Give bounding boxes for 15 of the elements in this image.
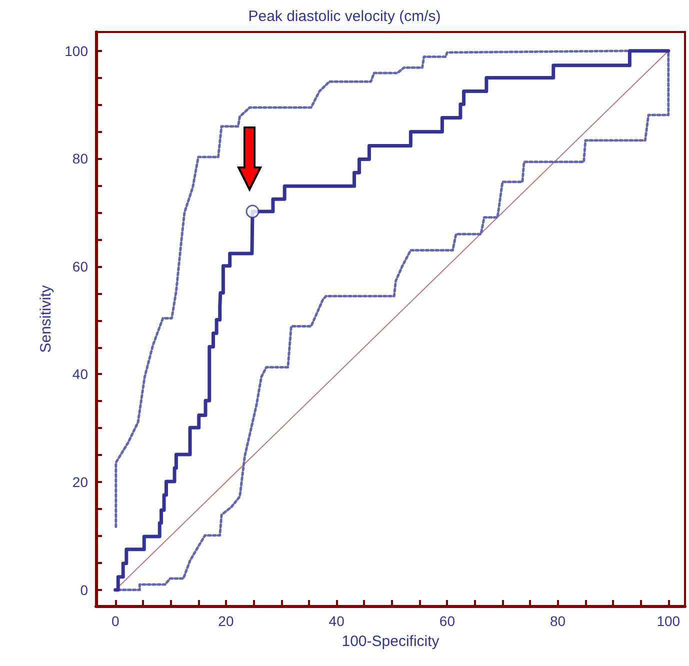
chart-title: Peak diastolic velocity (cm/s) bbox=[248, 8, 441, 25]
x-tick-label: 0 bbox=[111, 613, 120, 629]
x-tick-label: 60 bbox=[439, 613, 456, 629]
x-tick-label: 100 bbox=[656, 613, 680, 629]
y-tick-label: 20 bbox=[72, 474, 88, 490]
x-axis-title: 100-Specificity bbox=[342, 633, 440, 650]
y-tick-label: 40 bbox=[72, 366, 88, 382]
x-tick-label: 80 bbox=[550, 613, 566, 629]
y-axis-title: Sensitivity bbox=[38, 284, 55, 353]
x-tick-label: 40 bbox=[328, 613, 345, 629]
y-tick-label: 80 bbox=[72, 150, 88, 167]
y-tick-label: 60 bbox=[72, 258, 88, 274]
x-tick-label: 20 bbox=[218, 613, 234, 629]
y-tick-label: 0 bbox=[80, 582, 88, 598]
y-tick-label: 100 bbox=[64, 42, 88, 59]
